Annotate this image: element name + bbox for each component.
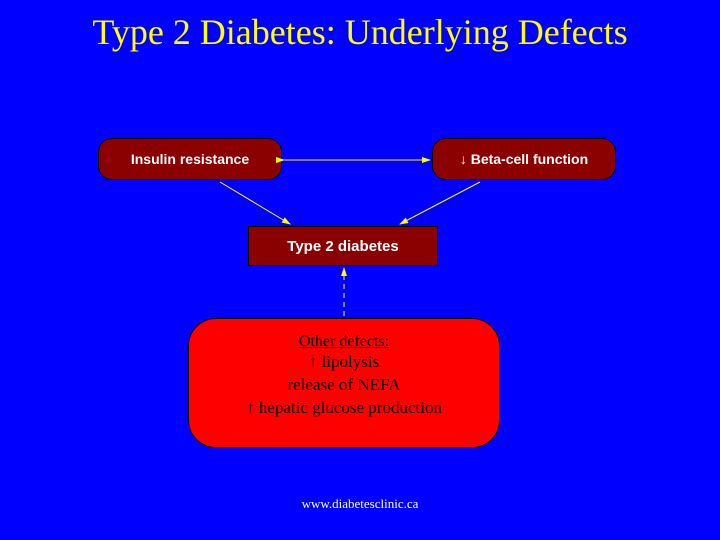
box-beta-cell: ↓ Beta-cell function <box>432 138 616 180</box>
box-type2-label: Type 2 diabetes <box>287 238 398 255</box>
arrow-left-to-center <box>220 182 290 224</box>
connector-arrows <box>0 0 720 540</box>
other-defects-line-2: ↑ hepatic glucose production <box>189 397 499 420</box>
box-type2-diabetes: Type 2 diabetes <box>248 226 438 266</box>
down-arrow-icon: ↓ <box>460 151 467 167</box>
box-beta-cell-label: Beta-cell function <box>471 151 588 167</box>
box-other-defects: Other defects: ↑ lipolysis release of NE… <box>188 318 500 448</box>
other-defects-line-0: ↑ lipolysis <box>189 351 499 374</box>
other-defects-heading: Other defects: <box>189 333 499 351</box>
footer-url: www.diabetesclinic.ca <box>0 496 720 512</box>
box-insulin-resistance-label: Insulin resistance <box>131 151 249 167</box>
other-defects-line-1: release of NEFA <box>189 374 499 397</box>
slide-title: Type 2 Diabetes: Underlying Defects <box>0 0 720 53</box>
box-insulin-resistance: Insulin resistance <box>98 138 282 180</box>
arrow-right-to-center <box>400 182 480 224</box>
